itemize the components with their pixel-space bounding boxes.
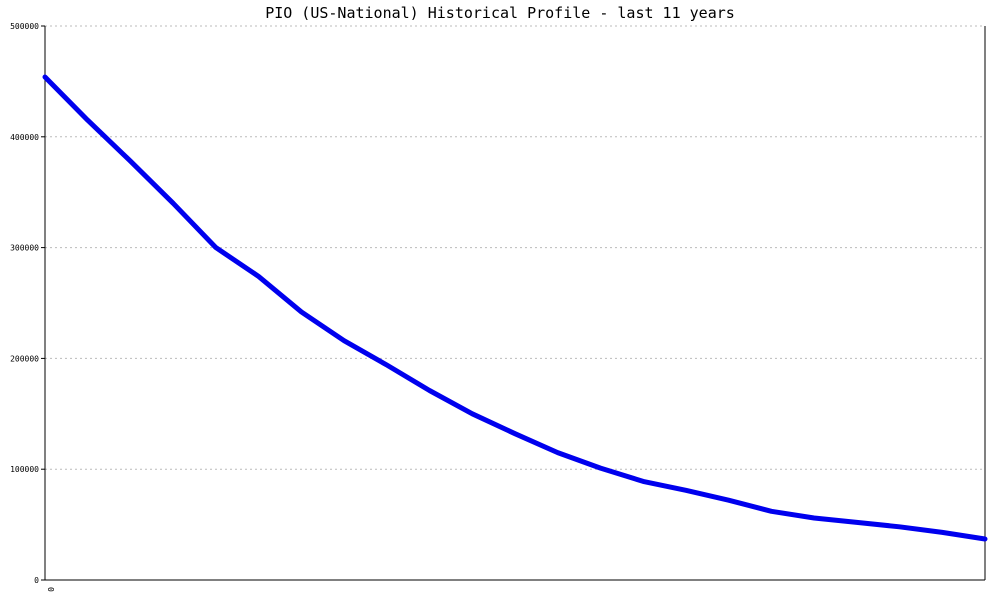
chart-title: PIO (US-National) Historical Profile - l… <box>265 4 735 22</box>
y-tick-label-1: 100000 <box>10 465 39 474</box>
series-line-0 <box>42 74 988 542</box>
y-tick-label-0: 0 <box>34 576 39 585</box>
y-tick-label-2: 200000 <box>10 354 39 363</box>
y-tick-label-4: 400000 <box>10 133 39 142</box>
x-tick-label-0: 0 <box>46 587 55 592</box>
y-axis-ticks: 0 100000 200000 300000 400000 500000 <box>10 22 45 585</box>
y-tick-label-5: 500000 <box>10 22 39 31</box>
series-group <box>42 74 988 542</box>
x-axis-ticks: 0 <box>46 587 55 592</box>
gridlines <box>45 25 986 580</box>
y-tick-label-3: 300000 <box>10 244 39 253</box>
